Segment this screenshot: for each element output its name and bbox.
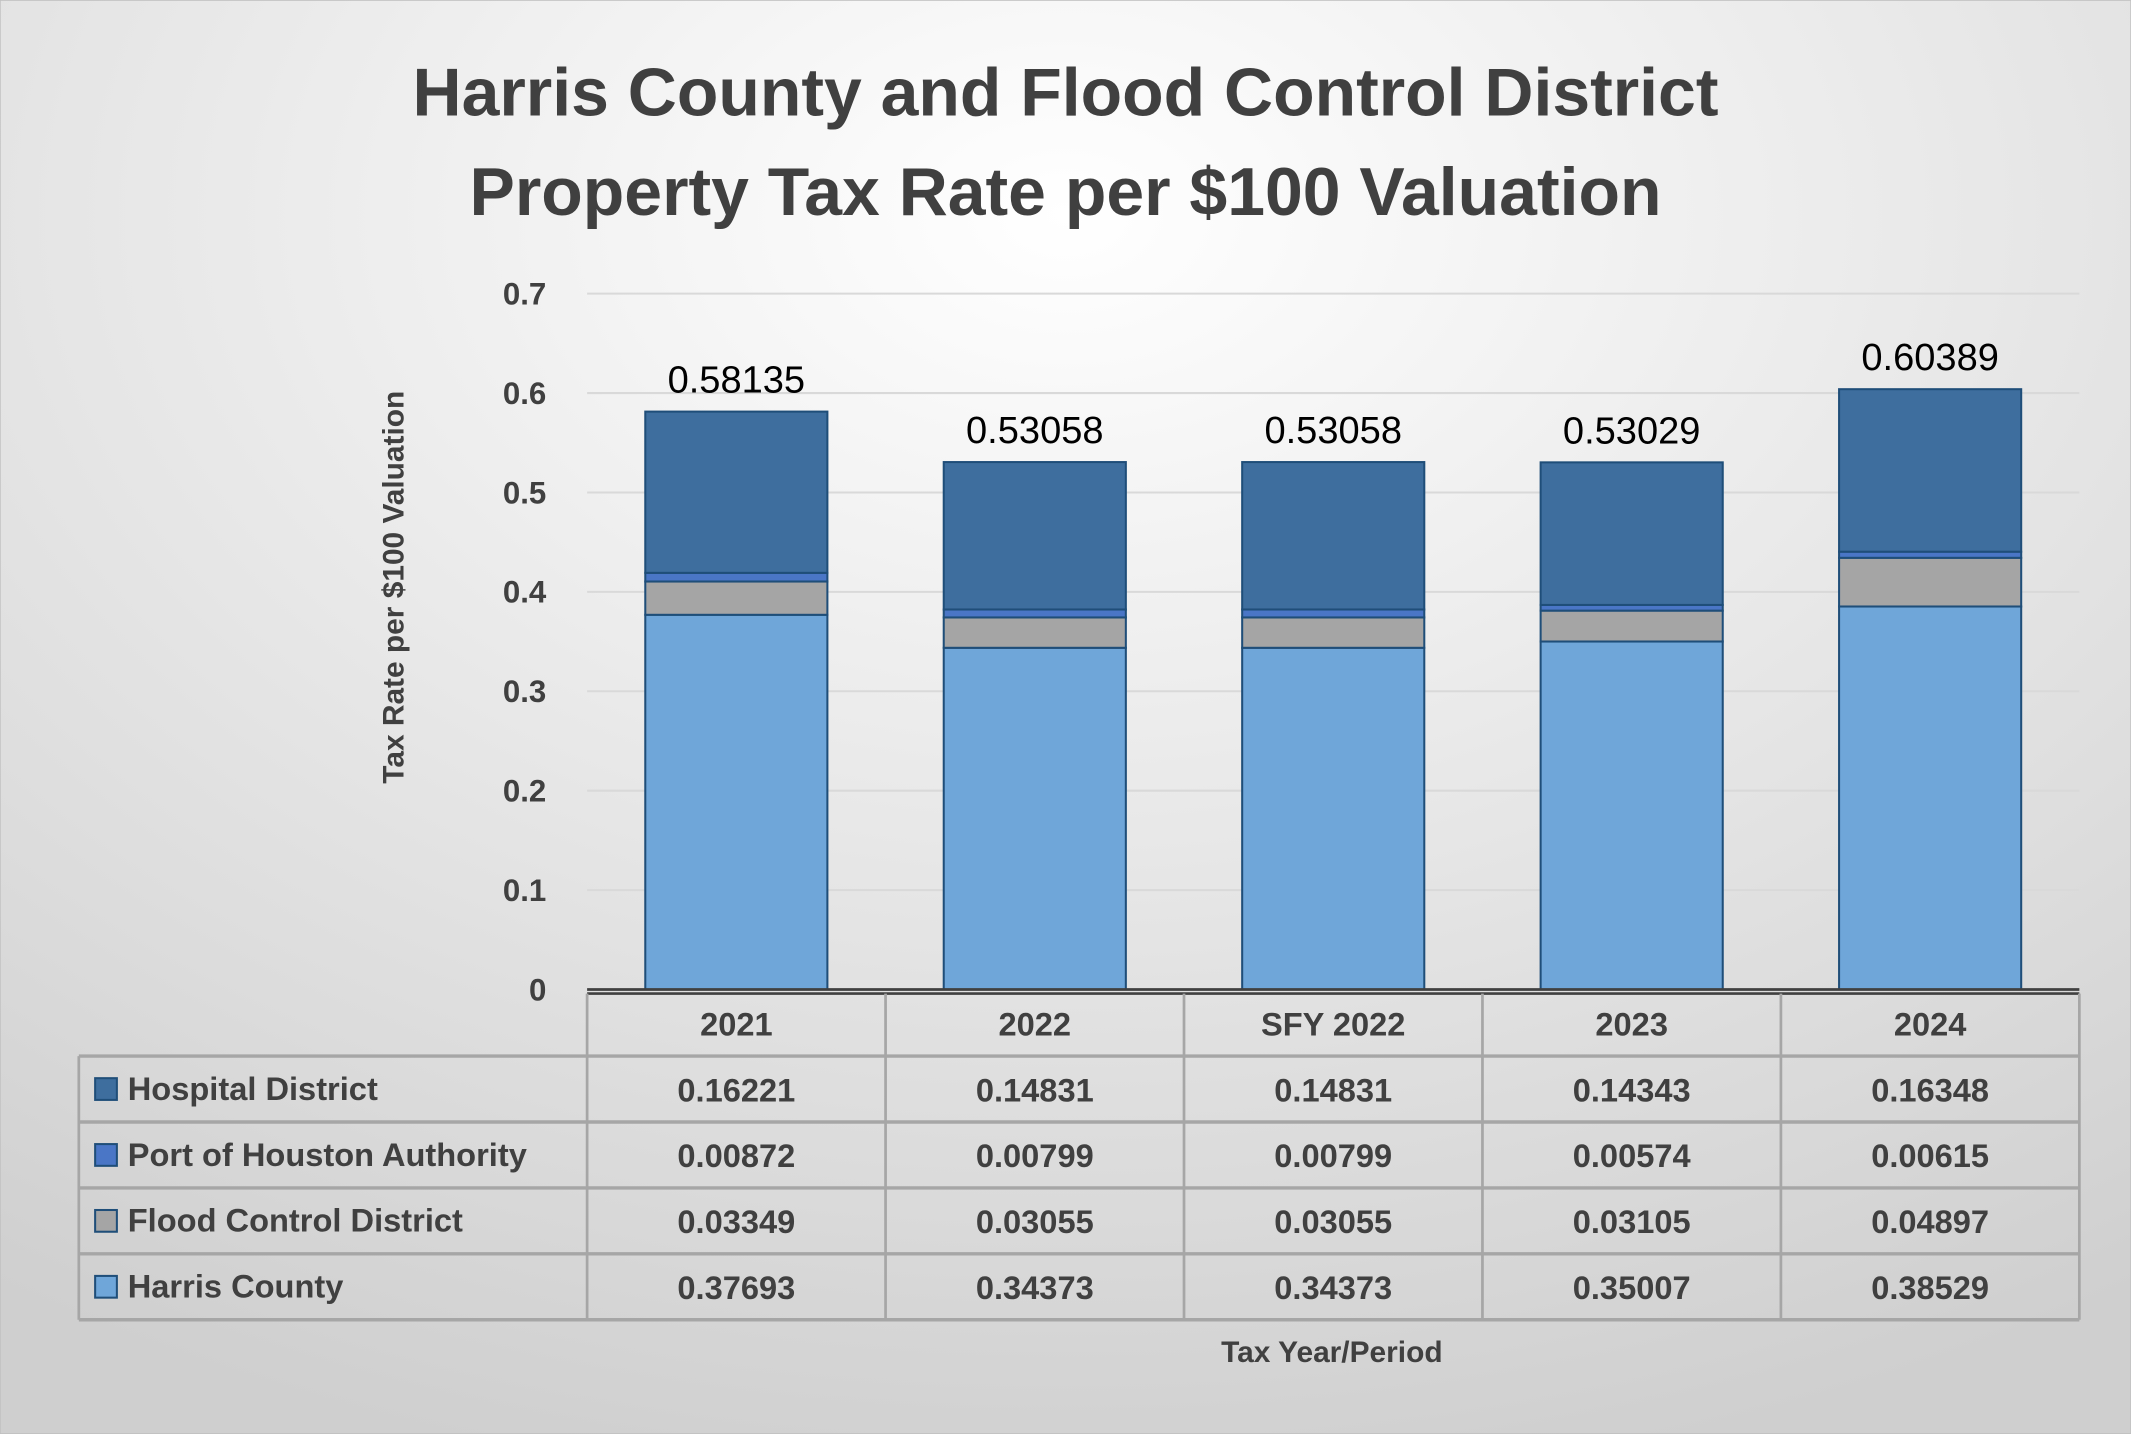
y-tick-label: 0.2 — [503, 774, 546, 809]
bar-segment-port-of-houston-authority — [942, 608, 1127, 619]
bar-segment-port-of-houston-authority — [1241, 608, 1426, 619]
table-cell-value: 0.00574 — [1573, 1137, 1691, 1174]
table-cell-value: 0.14343 — [1573, 1071, 1691, 1108]
legend-key-icon — [94, 1208, 118, 1233]
x-category-label: SFY 2022 — [1261, 1006, 1405, 1043]
legend-key-icon — [94, 1077, 118, 1101]
table-cell-value: 0.37693 — [677, 1269, 795, 1306]
table-cell-value: 0.03055 — [976, 1203, 1094, 1240]
table-cell-value: 0.16348 — [1871, 1071, 1989, 1108]
table-cell-value: 0.00615 — [1871, 1137, 1989, 1174]
table-cell-value: 0.16221 — [677, 1071, 795, 1108]
legend-key-icon — [94, 1143, 118, 1167]
x-category-label: 2023 — [1595, 1006, 1668, 1043]
y-tick-label: 0.7 — [503, 277, 546, 312]
bar-segment-hospital-district — [1539, 461, 1724, 606]
table-cell-value: 0.34373 — [1274, 1269, 1392, 1306]
x-category-label: 2022 — [999, 1006, 1072, 1043]
table-cell-value: 0.03105 — [1573, 1203, 1691, 1240]
y-axis-label: Tax Rate per $100 Valuation — [378, 391, 411, 784]
bar-segment-port-of-houston-authority — [644, 571, 829, 583]
bar-segment-harris-county — [1838, 605, 2023, 991]
table-series-label: Hospital District — [128, 1070, 378, 1107]
table-cell-value: 0.34373 — [976, 1269, 1094, 1306]
total-data-label: 0.58135 — [668, 360, 806, 402]
y-tick-label: 0.3 — [503, 674, 546, 709]
bar-segment-flood-control-district — [1241, 616, 1426, 649]
y-tick-label: 0.5 — [503, 475, 546, 510]
table-series-label: Harris County — [128, 1268, 344, 1305]
total-data-label: 0.60389 — [1861, 337, 1999, 379]
table-series-label: Flood Control District — [128, 1202, 463, 1239]
bar-segment-harris-county — [644, 613, 829, 991]
x-category-label: 2024 — [1894, 1006, 1967, 1043]
chart-title-line-1: Harris County and Flood Control District — [413, 55, 1719, 131]
table-cell-value: 0.14831 — [976, 1071, 1094, 1108]
y-tick-label: 0 — [529, 972, 546, 1007]
table-cell-value: 0.00799 — [1274, 1137, 1392, 1174]
x-axis-label: Tax Year/Period — [1221, 1336, 1442, 1369]
bar-segment-flood-control-district — [644, 580, 829, 616]
total-data-label: 0.53058 — [1264, 410, 1402, 452]
bar-segment-hospital-district — [942, 461, 1127, 611]
table-cell-value: 0.38529 — [1871, 1269, 1989, 1306]
x-category-label: 2021 — [700, 1006, 773, 1043]
table-cell-value: 0.04897 — [1871, 1203, 1989, 1240]
total-data-label: 0.53058 — [966, 410, 1104, 452]
table-cell-value: 0.03055 — [1274, 1203, 1392, 1240]
bar-segment-harris-county — [1241, 646, 1426, 991]
bar-segment-hospital-district — [1241, 461, 1426, 611]
total-data-label: 0.53029 — [1563, 410, 1701, 452]
table-cell-value: 0.14831 — [1274, 1071, 1392, 1108]
bar-segment-harris-county — [942, 646, 1127, 991]
table-series-label: Port of Houston Authority — [128, 1136, 527, 1173]
table-cell-value: 0.03349 — [677, 1203, 795, 1240]
bar-segment-flood-control-district — [1539, 609, 1724, 643]
bar-segment-flood-control-district — [942, 616, 1127, 649]
bar-segment-hospital-district — [1838, 388, 2023, 553]
bar-segment-hospital-district — [644, 410, 829, 574]
table-cell-value: 0.00799 — [976, 1137, 1094, 1174]
chart-title-line-2: Property Tax Rate per $100 Valuation — [470, 154, 1662, 230]
legend-key-icon — [94, 1274, 118, 1299]
bar-segment-harris-county — [1539, 640, 1724, 991]
table-cell-value: 0.35007 — [1573, 1269, 1691, 1306]
bar-segment-flood-control-district — [1838, 556, 2023, 608]
y-tick-label: 0.4 — [503, 575, 547, 610]
y-tick-label: 0.1 — [503, 873, 546, 908]
y-tick-label: 0.6 — [503, 376, 546, 411]
table-cell-value: 0.00872 — [677, 1137, 795, 1174]
